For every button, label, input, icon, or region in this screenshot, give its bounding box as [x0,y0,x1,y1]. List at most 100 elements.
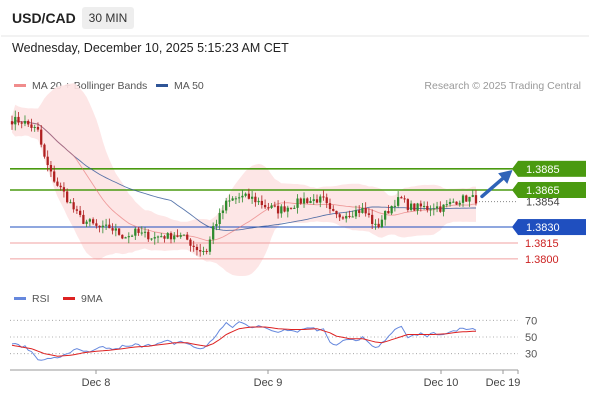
candle-body [461,195,465,203]
candle-body [345,215,348,219]
candle-body [361,208,364,213]
candle-body [40,129,43,145]
candle-body [328,203,332,209]
candle-body [299,198,302,204]
target-level-label: 1.3885 [526,164,560,176]
candle-body [296,198,299,208]
candle-body [121,234,124,239]
candle-body [384,211,387,220]
candle-body [247,193,251,199]
x-axis: Dec 8 Dec 9 Dec 10 Dec 19 [82,370,521,389]
candle-body [98,225,101,228]
candle-body [293,207,296,209]
candle-body [82,214,85,224]
timeframe-badge[interactable]: 30 MIN [82,7,134,29]
candle-body [111,228,114,231]
candle-body [114,228,117,231]
candle-body [169,233,173,240]
candle-body [85,221,88,224]
candle-body [91,219,95,224]
candle-body [254,196,257,203]
rsi-tick-label: 70 [525,315,537,327]
rsi-tick-label: 30 [525,349,537,361]
candle-body [257,200,260,203]
x-axis-tick-label: Dec 9 [254,377,283,389]
candle-body [237,197,241,199]
candle-body [59,185,62,188]
candle-body [416,203,419,211]
x-axis-tick-label: Dec 19 [486,377,521,389]
candle-body [435,206,439,209]
target-level-pointer [512,160,518,177]
candle-body [46,156,49,166]
candle-body [182,234,186,236]
candle-body [390,205,393,214]
last-price-tag [518,194,586,209]
candle-body [117,228,121,235]
candle-body [205,250,208,252]
candle-body [186,234,189,240]
candle-body [124,237,127,239]
candle-body [351,216,354,218]
candle-body [192,245,195,247]
candle-body [137,228,140,233]
candle-body [380,219,384,228]
candle-body [280,206,283,214]
x-axis-tick-label: Dec 8 [82,377,111,389]
legend-label-ma20: MA 20 + Bollinger Bands [32,80,147,92]
target-level-pointer [512,182,518,198]
candle-body [56,181,59,186]
candle-body [147,231,150,240]
candle-body [27,120,30,125]
pivot-level-label: 1.3830 [526,222,560,234]
candle-body [403,198,406,200]
candle-body [338,214,341,218]
ma20-line [11,120,476,242]
candle-body [263,205,267,208]
candle-body [400,197,403,199]
candle-body [173,235,176,240]
candle-body [189,239,192,246]
candle-body [101,225,104,228]
candle-body [439,206,442,212]
rsi-panel: 70 50 30 [10,315,537,361]
candle-body [364,208,367,214]
candle-body [429,209,432,211]
support-level-label: 1.3815 [525,238,559,250]
candle-body [208,239,212,252]
candle-body [341,217,345,219]
candle-body [325,197,328,204]
rsi-legend: RSI 9MA [14,293,103,305]
candle-body [66,191,69,203]
candle-body [69,202,72,204]
candle-body [130,235,134,237]
candle-body [53,171,56,182]
support-level-label: 1.3800 [525,254,559,266]
candle-body [43,144,46,157]
pivot-level-pointer [512,219,518,236]
candle-body [140,232,143,234]
candle-body [302,198,306,204]
candle-body [332,208,335,211]
candle-body [452,201,455,203]
candle-body [322,196,325,198]
ma20-path [11,120,476,242]
candle-body [95,223,98,226]
candle-body [468,196,471,202]
bollinger-fill [12,83,476,276]
main-legend: MA 20 + Bollinger Bands MA 50 Research ©… [14,80,581,92]
candle-body [14,116,17,125]
candle-body [212,226,215,240]
candle-body [250,196,254,199]
legend-swatch-9ma [63,297,75,300]
candle-body [228,200,231,202]
symbol-label: USD/CAD [12,10,76,26]
candle-body [62,187,66,192]
candle-body [358,210,361,213]
credit-label: Research © 2025 Trading Central [424,80,581,92]
candle-body [306,198,309,204]
candle-body [49,165,53,172]
candle-body [231,198,234,201]
candle-body [215,224,218,227]
